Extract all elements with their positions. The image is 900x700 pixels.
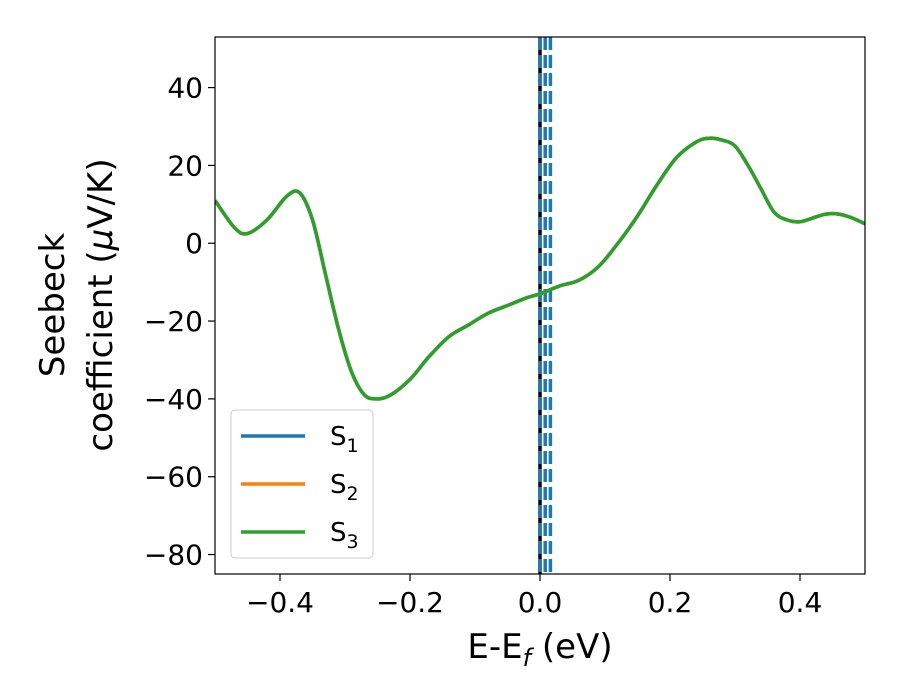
x-tick-label: −0.4 [246,586,314,619]
y-tick-label: −80 [144,539,203,572]
y-axis: 40 20 0 −20 −40 −60 −80 [144,72,215,572]
series-layer [215,136,865,401]
legend: S1 S2 S3 [230,409,374,559]
legend-label-s2: S2 [330,470,359,505]
y-axis-label-line2: coefficient (μV/K) [81,158,121,451]
legend-label-s1: S1 [330,422,359,457]
x-tick-label: −0.2 [376,586,444,619]
y-tick-label: 40 [167,72,203,105]
y-tick-label: −40 [144,383,203,416]
x-tick-label: 0.4 [778,586,823,619]
fermi-level-lines [538,37,553,574]
y-axis-label: Seebeck coefficient (μV/K) [33,158,121,451]
y-tick-label: 0 [185,227,203,260]
y-tick-label: −20 [144,305,203,338]
x-tick-label: 0.2 [648,586,693,619]
x-axis: −0.4 −0.2 0.0 0.2 0.4 [246,574,822,619]
x-axis-label: E-Ef (eV) [467,627,612,672]
y-tick-label: 20 [167,149,203,182]
legend-label-s3: S3 [330,518,359,553]
y-tick-label: −60 [144,461,203,494]
x-tick-label: 0.0 [518,586,563,619]
series-line-s3 [215,136,865,401]
y-axis-label-line1: Seebeck [33,233,73,378]
